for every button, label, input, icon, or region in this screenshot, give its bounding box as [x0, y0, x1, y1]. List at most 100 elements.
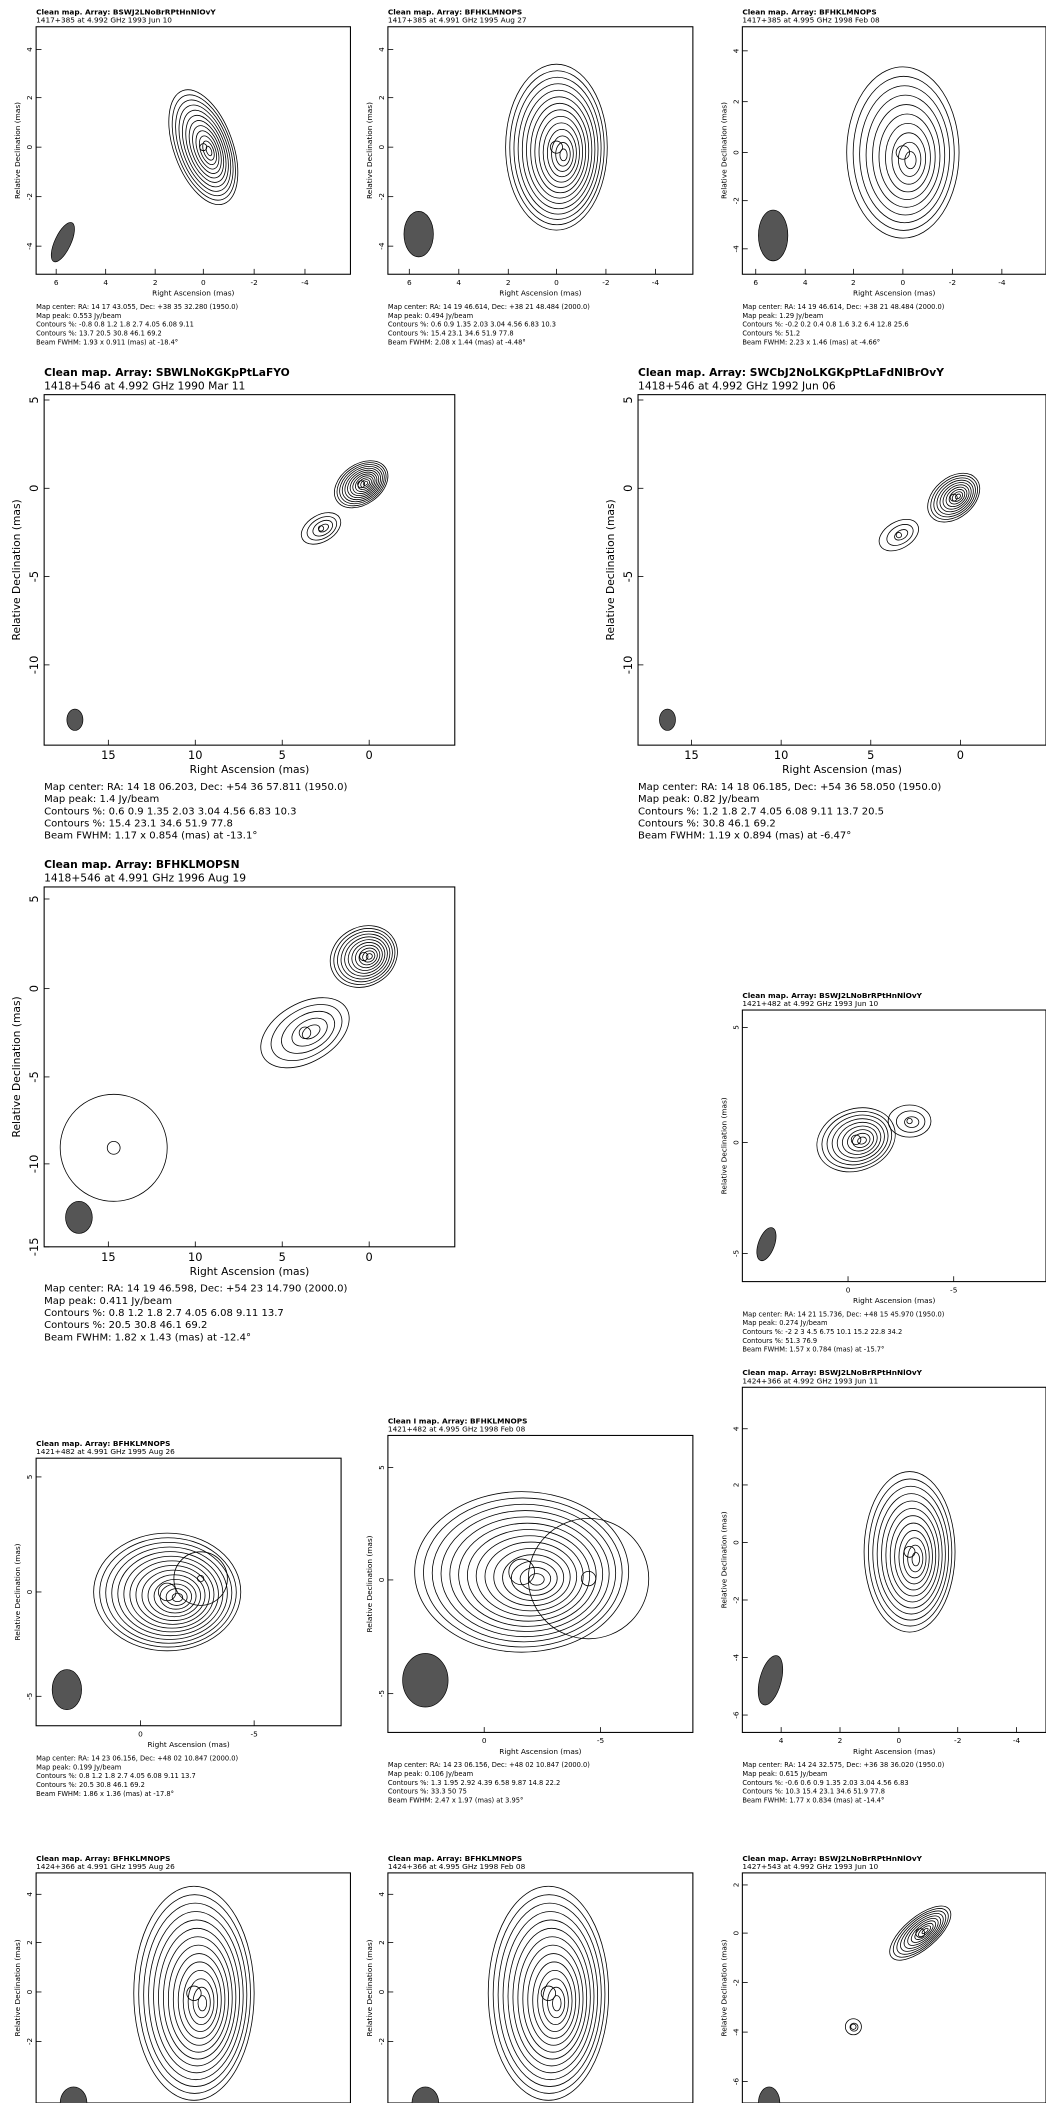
contour	[347, 939, 386, 974]
y-tick-label: 5	[27, 396, 41, 403]
contour	[329, 925, 398, 988]
contours	[878, 472, 981, 552]
contour	[939, 482, 972, 513]
caption-line: Map center: RA: 14 23 06.156, Dec: +48 0…	[36, 1755, 238, 1763]
caption-line: Map peak: 0.615 Jy/beam	[742, 1770, 827, 1778]
contour	[301, 1024, 321, 1040]
contour	[836, 1121, 882, 1159]
component	[197, 1574, 205, 1583]
contour	[930, 475, 978, 520]
contour	[475, 1535, 584, 1617]
contour	[260, 997, 350, 1069]
contour	[449, 1516, 604, 1632]
contour	[351, 942, 383, 971]
contour	[859, 85, 950, 224]
panel-title: Clean map. Array: BFHKLMNOPS	[742, 8, 876, 17]
contour	[881, 1500, 943, 1609]
y-tick-label: -4	[377, 242, 386, 250]
contour	[528, 1573, 545, 1586]
contour	[133, 1885, 255, 2101]
x-tick-label: 6	[753, 278, 758, 287]
contour	[340, 933, 391, 980]
y-axis-label: Relative Declination (mas)	[719, 102, 728, 199]
contour	[59, 1093, 168, 1202]
component	[186, 1985, 202, 2001]
x-tick-label: -5	[950, 1285, 958, 1294]
y-axis-label: Relative Declination (mas)	[365, 102, 374, 199]
contour	[123, 1555, 219, 1633]
contour	[153, 1578, 197, 1614]
contour	[344, 936, 388, 977]
contour	[902, 1537, 927, 1579]
contour	[507, 1919, 595, 2074]
contour	[281, 1010, 335, 1054]
y-axis-label: Relative Declination (mas)	[13, 1543, 22, 1640]
x-tick-label: 0	[957, 748, 964, 762]
component	[903, 1545, 916, 1558]
x-axis-label: Right Ascension (mas)	[853, 1747, 935, 1756]
contour	[349, 471, 378, 497]
contour	[173, 1551, 228, 1606]
caption-line: Contours %: 13.7 20.5 30.8 46.1 69.2	[36, 330, 162, 338]
caption-line: Map peak: 0.553 Jy/beam	[36, 312, 121, 320]
y-tick-label: 0	[731, 150, 740, 155]
y-tick-label: -2	[377, 193, 386, 200]
y-tick-label: -4	[25, 242, 34, 250]
y-tick-label: 5	[621, 396, 635, 403]
panel-subtitle: 1421+482 at 4.991 GHz 1995 Aug 26	[36, 1447, 175, 1456]
panel-subtitle: 1418+546 at 4.992 GHz 1990 Mar 11	[44, 379, 245, 392]
contour	[537, 1969, 573, 2032]
contour	[487, 1885, 610, 2101]
contour	[505, 63, 608, 231]
caption-line: Contours %: -0.2 0.2 0.4 0.8 1.6 3.2 6.4…	[742, 321, 908, 329]
panel-subtitle: 1421+482 at 4.992 GHz 1993 Jun 10	[742, 999, 878, 1008]
contour	[440, 1510, 610, 1638]
x-tick-label: 0	[901, 278, 906, 287]
contour	[954, 493, 961, 500]
contour	[99, 1537, 237, 1648]
contour	[300, 512, 342, 545]
caption-line: Map center: RA: 14 23 06.156, Dec: +48 0…	[388, 1761, 590, 1769]
x-tick-label: -5	[597, 1736, 605, 1745]
contour	[530, 102, 590, 199]
caption-line: Map center: RA: 14 19 46.598, Dec: +54 2…	[44, 1284, 347, 1295]
component	[540, 1985, 557, 2001]
panel-subtitle: 1427+543 at 4.992 GHz 1993 Jun 10	[742, 1862, 878, 1871]
contour	[527, 1517, 650, 1640]
component	[949, 493, 958, 502]
contour	[945, 486, 968, 508]
contour	[352, 473, 376, 494]
contour	[559, 148, 568, 162]
x-tick-label: 0	[897, 1736, 902, 1745]
caption-line: Map center: RA: 14 17 43.055, Dec: +38 3…	[36, 303, 238, 311]
plot-box	[741, 1009, 1046, 1283]
panel-title: Clean map. Array: BFHKLMNOPS	[36, 1439, 170, 1448]
contour	[105, 1541, 233, 1644]
contour	[423, 1497, 623, 1648]
contour	[492, 1894, 606, 2094]
contour	[907, 1917, 939, 1946]
x-tick-label: 15	[101, 1250, 115, 1264]
component	[298, 1026, 312, 1039]
contours	[487, 1885, 610, 2101]
y-tick-label: -6	[731, 2078, 740, 2086]
y-tick-label: 0	[377, 145, 386, 150]
contour	[333, 928, 396, 985]
y-axis-label: Relative Declination (mas)	[13, 102, 22, 199]
contour	[857, 1136, 867, 1145]
caption-line: Beam FWHM: 2.23 x 1.46 (mas) at -4.66°	[742, 338, 880, 346]
plot-box	[43, 394, 456, 746]
contour	[547, 1986, 566, 2019]
x-axis-label: Right Ascension (mas)	[152, 289, 234, 298]
contour	[898, 1530, 930, 1585]
panel-title: Clean map. Array: SWCbJ2NoLKGKpPtLaFdNlB…	[638, 366, 944, 379]
caption-line: Beam FWHM: 2.08 x 1.44 (mas) at -4.48°	[388, 338, 526, 346]
caption-line: Map peak: 0.106 Jy/beam	[388, 1770, 473, 1778]
y-tick-label: 0	[25, 1989, 34, 1994]
contour	[197, 1995, 208, 2012]
contour	[117, 1551, 224, 1637]
plot-box	[387, 26, 694, 275]
y-tick-label: 4	[731, 48, 740, 53]
contours	[414, 1491, 650, 1653]
y-tick-label: 4	[731, 1426, 740, 1431]
